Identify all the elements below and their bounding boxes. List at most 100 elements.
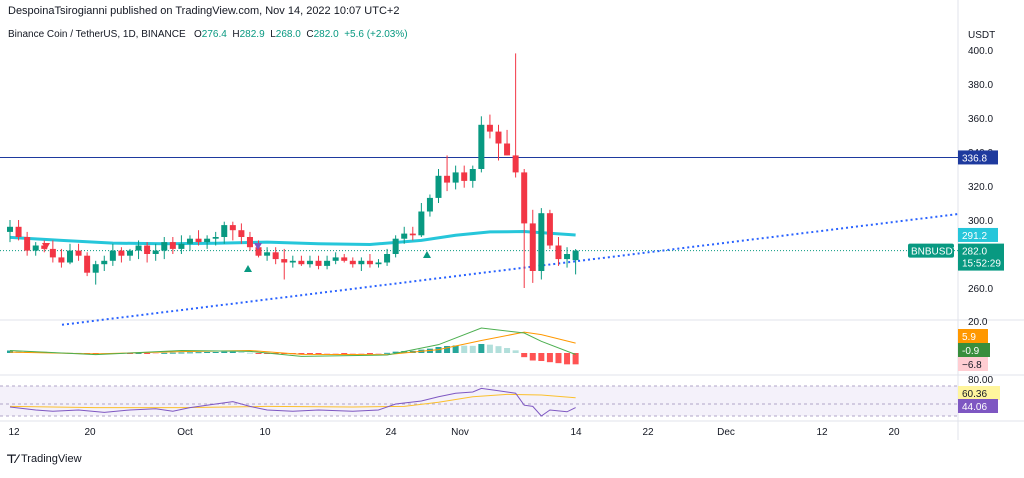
macd-histogram-bar [358,353,365,354]
candle-body [152,250,159,254]
macd-histogram-bar [444,345,451,353]
candle-body [246,237,253,248]
macd-histogram-bar [546,353,553,363]
price-tick-label: 380.0 [968,80,993,91]
brand-name: TradingView [20,453,82,465]
macd-histogram-bar [195,352,202,354]
macd-histogram-bar [529,353,536,361]
candle-body [409,233,416,236]
macd-histogram-bar [461,345,468,353]
candle-body [332,257,339,261]
time-axis-label: 24 [385,427,397,438]
macd-histogram-bar [555,353,562,364]
macd-histogram-bar [212,351,219,353]
candle-body [32,245,39,251]
signal-marker [254,243,262,250]
candle-body [564,254,571,260]
candle-body [486,124,493,132]
macd-histogram-bar [204,351,211,353]
last-price-box [958,243,1004,271]
macd-tick-label: 20.0 [968,317,988,328]
candle-body [375,262,382,265]
high-value: 282.9 [239,29,265,40]
candle-body [238,230,245,237]
macd-value-bg [958,343,990,357]
candle-body [204,238,211,243]
macd-value: -0.9 [962,346,980,357]
last-price-label: 282.0 [962,247,987,258]
candle-body [384,254,391,263]
candle-body [255,247,262,256]
ma-price-label: 291.2 [962,231,987,242]
candle-body [504,143,511,156]
rsi-tick-label: 80.00 [968,375,993,386]
candle-body [435,175,442,198]
price-tick-label: 360.0 [968,114,993,125]
candle-body [144,245,151,254]
macd-histogram-bar [478,343,485,353]
candle-body [118,250,125,256]
rsi-line [9,387,576,417]
candle-body [169,242,176,249]
candle-body [272,252,279,260]
candle-body [186,238,193,244]
macd-histogram-bar [332,353,339,355]
price-axis-currency: USDT [968,30,995,41]
sell-signal-marker [42,243,50,250]
price-tick-label: 260.0 [968,284,993,295]
rsi-ma-line [9,393,576,409]
candle-body [306,260,313,265]
macd-histogram-bar [315,353,322,355]
macd-hist-value-bg [958,357,988,371]
candle-body [24,237,31,251]
time-axis-label: Oct [177,427,193,438]
macd-histogram-bar [246,352,253,354]
candle-body [426,197,433,212]
time-axis-label: 20 [84,427,96,438]
macd-histogram-bar [229,351,236,353]
candle-body [392,238,399,254]
candle-body [264,252,271,256]
candle-body [161,242,168,251]
candle-body [546,213,553,246]
candle-body [555,245,562,260]
time-axis-label: 20 [888,427,900,438]
candle-body [49,248,56,258]
candle-body [7,226,13,232]
candle-body [58,257,65,263]
ma-price-label-bg [958,227,998,242]
candle-body [495,131,502,144]
symbol-name: Binance Coin / TetherUS, 1D, BINANCE [8,29,186,40]
macd-histogram-bar [392,351,399,353]
buy-signal-marker [423,251,431,258]
countdown-label: 15:52:29 [962,259,1001,270]
publisher-text: DespoinaTsirogianni published on Trading… [8,5,400,17]
open-label: O [194,29,202,40]
macd-line [9,327,576,357]
time-axis-label: Dec [717,427,735,438]
candle-body [418,211,425,236]
rsi-value-bg [958,399,998,413]
price-tick-label: 320.0 [968,182,993,193]
moving-average-line [9,230,576,246]
low-value: 268.0 [275,29,301,40]
candle-body [461,172,468,181]
candle-body [341,257,348,261]
candle-body [101,260,108,265]
macd-histogram-bar [572,353,579,365]
candle-body [178,243,185,249]
candle-body [126,250,133,256]
candle-body [512,155,519,173]
macd-histogram-bar [366,353,373,354]
candle-body [529,223,536,271]
rsi-value: 44.06 [962,402,987,413]
macd-histogram-bar [486,344,493,353]
macd-histogram-bar [384,352,391,354]
publisher-line: DespoinaTsirogianni published on Trading… [8,5,399,17]
macd-hist-value: −6.8 [962,360,982,371]
resistance-price-label: 336.8 [962,153,987,164]
macd-histogram-bar [512,350,519,353]
macd-histogram-bar [152,353,159,354]
